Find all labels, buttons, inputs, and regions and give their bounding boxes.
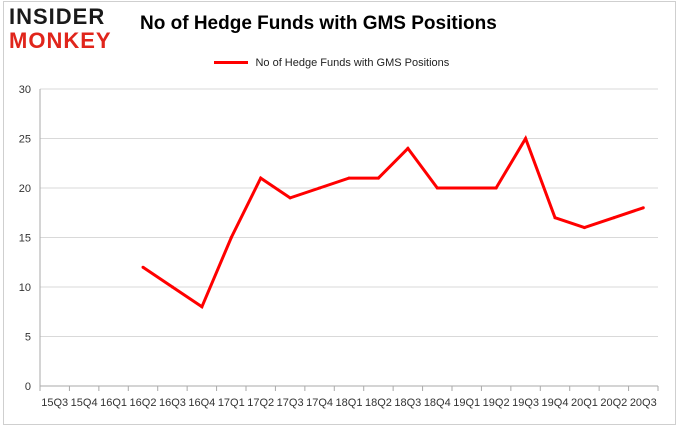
legend-label: No of Hedge Funds with GMS Positions	[255, 56, 450, 69]
x-tick-label: 18Q4	[424, 397, 451, 409]
y-tick-label: 15	[19, 233, 31, 245]
data-point	[612, 216, 616, 220]
x-tick-labels: 15Q3 15Q4 16Q1 16Q2 16Q3 16Q4 17Q1 17Q2 17Q3 17Q4…	[41, 397, 656, 409]
data-point	[141, 265, 145, 269]
data-point	[524, 137, 528, 140]
data-point	[200, 305, 204, 309]
x-tick-label: 19Q4	[542, 397, 569, 409]
y-tick-label: 25	[19, 134, 31, 146]
axes	[39, 89, 659, 391]
data-point	[465, 186, 469, 190]
data-point	[259, 176, 263, 180]
x-tick-label: 17Q1	[218, 397, 245, 409]
data-point	[553, 216, 557, 220]
y-tick-label: 10	[19, 282, 31, 294]
y-tick-label: 30	[19, 84, 31, 96]
data-point	[288, 196, 292, 200]
data-point	[435, 186, 439, 190]
x-tick-label: 16Q3	[159, 397, 186, 409]
x-tick-label: 18Q2	[365, 397, 392, 409]
x-tick-label: 16Q2	[130, 397, 157, 409]
x-tick-label: 18Q1	[336, 397, 363, 409]
y-tick-label: 20	[19, 183, 31, 195]
chart-title: No of Hedge Funds with GMS Positions	[140, 13, 497, 34]
chart-frame	[3, 1, 676, 425]
x-tick-label: 15Q4	[71, 397, 98, 409]
data-point	[318, 186, 322, 190]
series-line	[142, 135, 644, 310]
data-point	[641, 206, 645, 210]
data-point	[406, 146, 410, 150]
x-tick-label: 20Q3	[630, 397, 657, 409]
x-tick-label: 17Q4	[306, 397, 333, 409]
grid-lines	[40, 88, 658, 337]
x-tick-label: 20Q2	[600, 397, 627, 409]
x-tick-label: 19Q3	[512, 397, 539, 409]
x-tick-label: 18Q3	[394, 397, 421, 409]
x-tick-label: 19Q2	[483, 397, 510, 409]
data-point	[582, 226, 586, 230]
logo-line-2: MONKEY	[9, 28, 112, 53]
x-tick-label: 17Q3	[277, 397, 304, 409]
x-tick-label: 20Q1	[571, 397, 598, 409]
legend-swatch	[214, 61, 248, 65]
y-tick-labels: 0 5 10 15 20 25 30	[19, 84, 31, 393]
x-tick-label: 16Q4	[188, 397, 215, 409]
insider-monkey-logo: INSIDER MONKEY	[9, 5, 127, 55]
data-point	[376, 176, 380, 180]
x-tick-label: 16Q1	[100, 397, 127, 409]
x-tick-label: 19Q1	[453, 397, 480, 409]
data-point	[229, 236, 233, 239]
y-tick-label: 5	[25, 332, 31, 344]
x-tick-label: 15Q3	[41, 397, 68, 409]
series-layer	[141, 135, 645, 310]
y-tick-label: 0	[25, 381, 31, 393]
data-point	[494, 186, 498, 190]
data-point	[347, 176, 351, 180]
data-point	[170, 285, 174, 289]
logo-line-1: INSIDER	[9, 4, 106, 29]
chart-legend: No of Hedge Funds with GMS Positions	[214, 54, 450, 69]
x-tick-label: 17Q2	[247, 397, 274, 409]
